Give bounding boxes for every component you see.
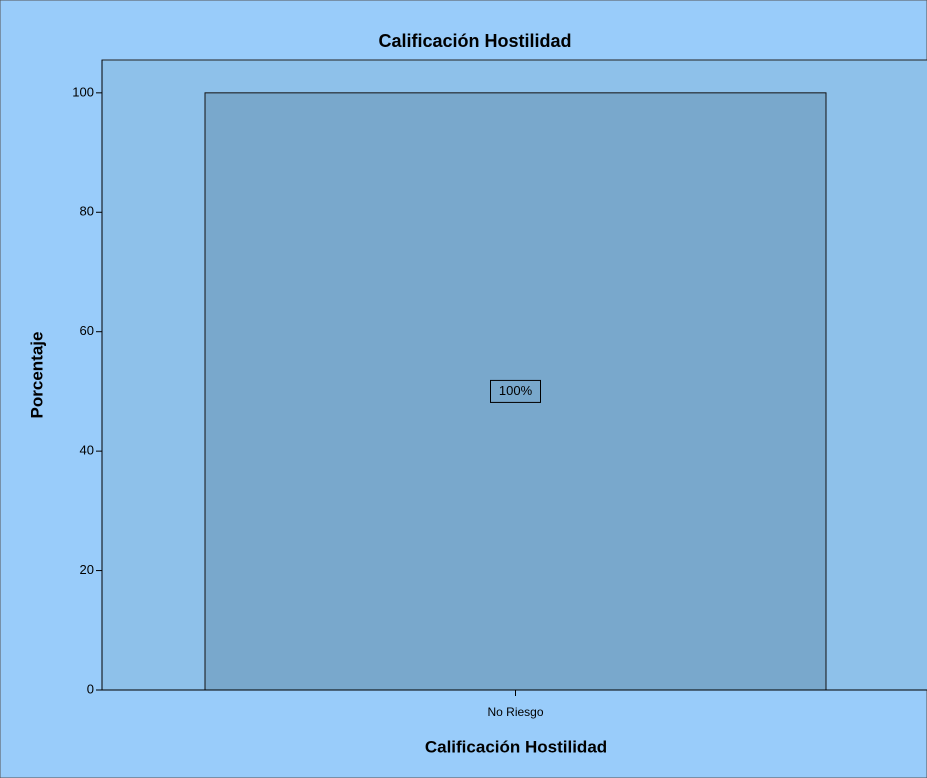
x-axis-label: Calificación Hostilidad [425, 737, 607, 756]
y-tick-label: 80 [80, 204, 94, 219]
data-label-box [490, 379, 541, 403]
data-label: 100% [499, 383, 533, 398]
x-tick-label: No Riesgo [487, 705, 543, 719]
y-axis-label: Porcentaje [27, 332, 46, 419]
bar [204, 92, 827, 691]
y-tick-label: 0 [87, 681, 94, 696]
y-tick-label: 60 [80, 323, 94, 338]
y-tick-label: 20 [80, 562, 94, 577]
y-tick-label: 40 [80, 443, 94, 458]
chart-title: Calificación Hostilidad [378, 31, 571, 51]
y-tick-label: 100 [72, 84, 94, 99]
